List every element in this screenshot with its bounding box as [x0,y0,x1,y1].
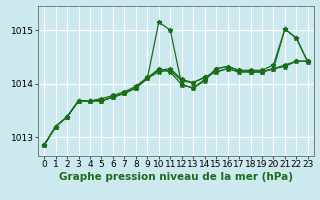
X-axis label: Graphe pression niveau de la mer (hPa): Graphe pression niveau de la mer (hPa) [59,172,293,182]
